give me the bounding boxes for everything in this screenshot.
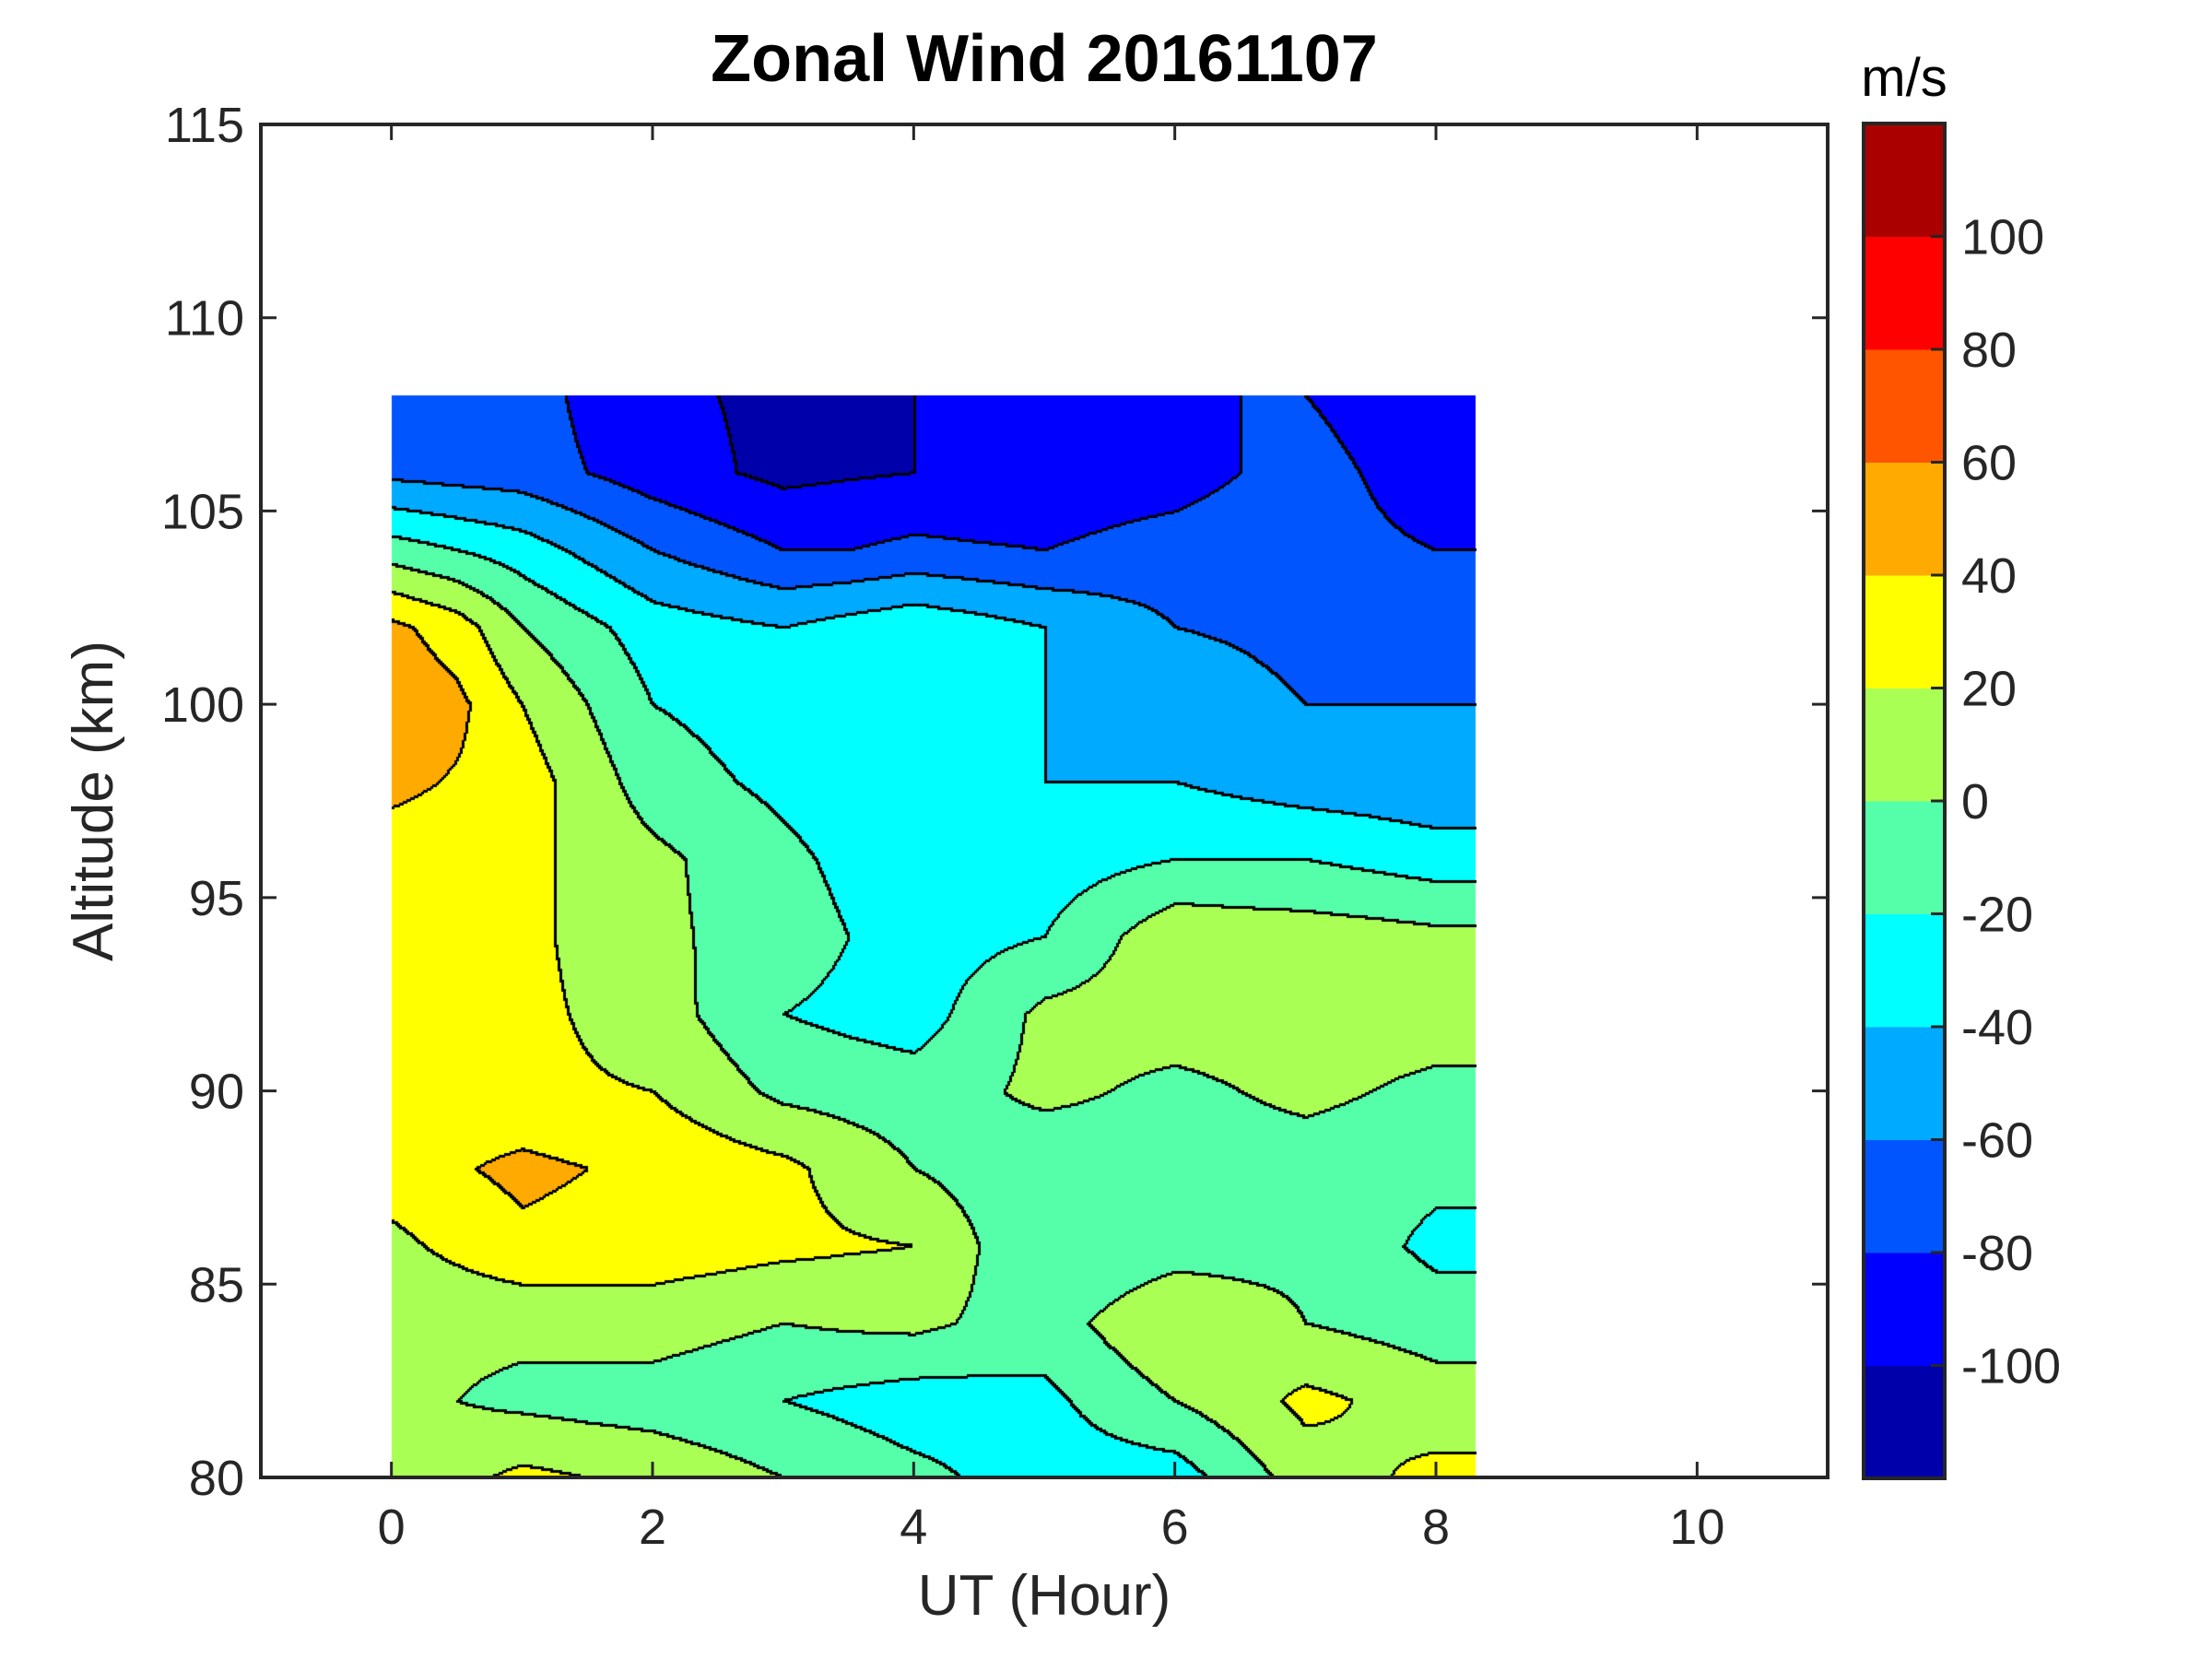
x-axis-label: UT (Hour) [918, 1564, 1171, 1628]
axis-ticks: 0 2 4 6 8 10 80 85 90 95 100 105 110 115 [161, 98, 1828, 1555]
y-tick-label: 80 [189, 1451, 244, 1506]
colorbar-band [1864, 124, 1945, 237]
colorbar-band [1864, 913, 1945, 1028]
colorbar-tick-label: -20 [1961, 888, 2033, 943]
colorbar: -100 -80 -60 -40 -20 0 20 40 60 80 100 [1862, 122, 2061, 1480]
x-tick-label: 4 [900, 1500, 927, 1555]
colorbar-tick-label: 20 [1961, 662, 2017, 717]
colorbar-tick-label: -40 [1961, 1000, 2033, 1055]
chart-title: Zonal Wind 20161107 [711, 22, 1378, 96]
colorbar-band [1864, 1139, 1945, 1253]
y-tick-label: 90 [189, 1065, 244, 1120]
colorbar-band [1864, 462, 1945, 576]
colorbar-tick-label: 40 [1961, 548, 2017, 604]
colorbar-band [1864, 1365, 1945, 1479]
x-tick-label: 10 [1669, 1500, 1724, 1555]
y-axis-label: Altitude (km) [62, 641, 125, 961]
colorbar-band [1864, 688, 1945, 802]
y-tick-label: 105 [161, 484, 244, 539]
y-tick-label: 100 [161, 677, 244, 733]
x-tick-label: 6 [1161, 1500, 1189, 1555]
colorbar-band [1864, 801, 1945, 914]
axes-box [259, 123, 1830, 1479]
colorbar-band [1864, 575, 1945, 688]
y-tick-label: 95 [189, 871, 244, 926]
colorbar-tick-label: -60 [1961, 1113, 2033, 1169]
colorbar-tick-label: 100 [1961, 210, 2044, 265]
colorbar-tick-label: 80 [1961, 323, 2017, 378]
colorbar-tick-label: -100 [1961, 1339, 2061, 1394]
x-tick-label: 8 [1422, 1500, 1450, 1555]
y-tick-label: 110 [165, 291, 244, 347]
colorbar-band [1864, 1027, 1945, 1140]
x-tick-label: 2 [639, 1500, 666, 1555]
colorbar-tick-label: -80 [1961, 1226, 2033, 1281]
colorbar-units-label: m/s [1861, 48, 1947, 108]
colorbar-tick-label: 60 [1961, 436, 2017, 491]
y-tick-label: 115 [165, 98, 244, 153]
y-tick-label: 85 [189, 1257, 244, 1312]
colorbar-band [1864, 236, 1945, 350]
colorbar-tick-label: 0 [1961, 774, 1989, 830]
colorbar-band [1864, 349, 1945, 463]
x-tick-label: 0 [378, 1500, 406, 1555]
colorbar-band [1864, 1253, 1945, 1366]
